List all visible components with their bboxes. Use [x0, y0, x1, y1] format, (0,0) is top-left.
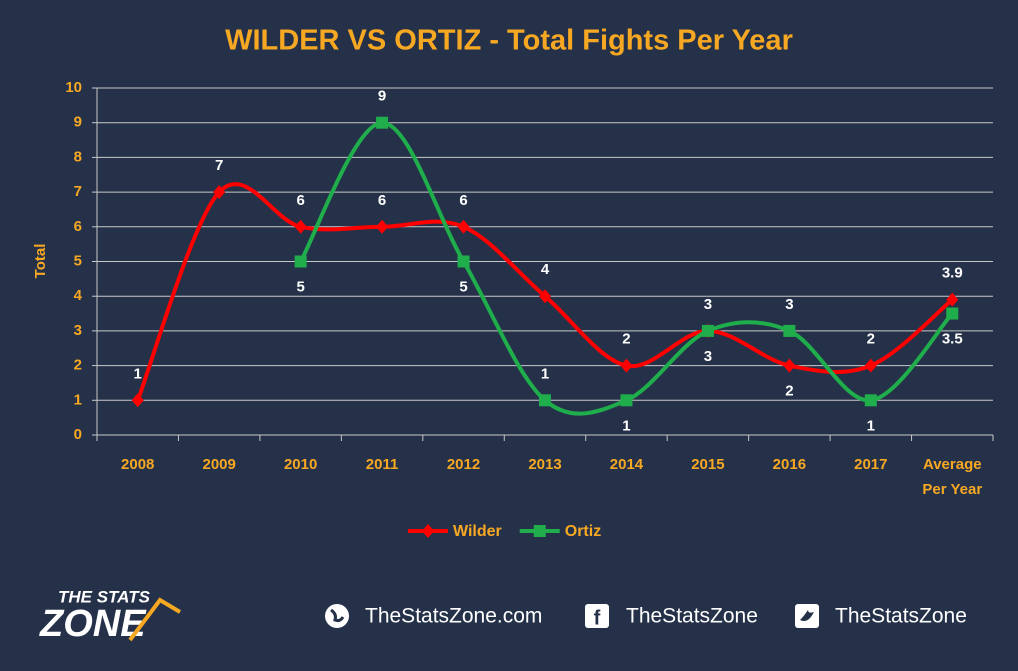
x-tick-label: 2016 — [772, 456, 807, 473]
data-label: 1 — [622, 417, 630, 434]
marker — [131, 393, 144, 408]
x-tick-label: 2014 — [609, 456, 644, 473]
x-tick-label: 2010 — [283, 456, 318, 473]
data-label: 6 — [296, 192, 304, 209]
data-label: 3 — [704, 296, 712, 313]
data-label: 2 — [622, 331, 630, 348]
y-tick-label: 7 — [74, 183, 82, 200]
marker — [539, 289, 551, 304]
marker — [294, 219, 307, 234]
marker — [539, 394, 551, 407]
y-tick-label: 6 — [74, 218, 82, 235]
data-label: 1 — [134, 365, 142, 382]
data-label: 2 — [867, 331, 875, 348]
y-tick-label: 9 — [74, 114, 82, 131]
logo-top: THE STATS — [58, 587, 151, 606]
marker — [457, 219, 470, 234]
data-label: 4 — [541, 261, 550, 278]
x-tick-label: 2015 — [691, 456, 725, 473]
data-label: 3.9 — [942, 265, 963, 282]
y-tick-label: 8 — [74, 148, 82, 165]
x-tick-label: 2008 — [121, 456, 155, 473]
x-tick-label: Average Per Year — [922, 456, 983, 498]
y-tick-label: 10 — [65, 79, 82, 96]
facebook: TheStatsZone — [626, 605, 758, 628]
data-label: 3 — [704, 348, 712, 365]
marker — [946, 292, 959, 307]
data-label: 5 — [296, 278, 304, 295]
y-tick-label: 1 — [74, 391, 82, 408]
data-label: 3.5 — [942, 331, 963, 348]
line — [135, 182, 954, 402]
data-label: 3 — [785, 296, 793, 313]
x-tick-label: 2017 — [854, 456, 888, 473]
marker — [864, 394, 877, 407]
data-label: 7 — [215, 157, 223, 174]
data-label: 5 — [459, 278, 467, 295]
logo-accent — [128, 597, 182, 642]
twitter: TheStatsZone — [835, 605, 967, 628]
legend-label: Ortiz — [565, 523, 601, 540]
marker — [422, 524, 434, 538]
data-label: 2 — [785, 383, 793, 400]
y-axis-title: Total — [32, 244, 49, 279]
series: 1 7 6 6 6 4 2 3 2 2 3.9 — [131, 157, 963, 408]
series: 5 9 5 1 1 3 3 1 3.5 — [294, 88, 963, 434]
marker — [783, 324, 796, 337]
website: TheStatsZone.com — [365, 605, 542, 628]
logo: THE STATS ZONE — [39, 587, 182, 645]
data-label: 6 — [378, 192, 386, 209]
marker — [701, 324, 714, 337]
data-label: 1 — [541, 365, 549, 382]
twitter-glyph — [800, 610, 814, 621]
data-label: 1 — [867, 417, 875, 434]
globe-detail — [330, 608, 345, 623]
globe-icon — [325, 604, 349, 628]
marker — [533, 525, 546, 537]
chart-title: WILDER VS ORTIZ - Total Fights Per Year — [225, 25, 793, 57]
data-label: 6 — [459, 192, 467, 209]
y-tick-label: 3 — [74, 322, 82, 339]
marker — [376, 116, 389, 129]
y-tick-label: 2 — [74, 357, 82, 374]
y-tick-label: 0 — [74, 426, 82, 443]
y-tick-label: 4 — [74, 287, 83, 304]
marker — [620, 358, 633, 373]
marker — [783, 358, 796, 373]
marker — [294, 255, 307, 268]
marker — [457, 255, 470, 268]
data-label: 9 — [378, 88, 386, 105]
marker — [213, 185, 226, 200]
facebook-icon — [585, 604, 609, 628]
x-tick-label: 2009 — [202, 456, 236, 473]
marker — [864, 358, 877, 373]
marker — [946, 307, 959, 320]
facebook-glyph: f — [594, 607, 601, 629]
legend-label: Wilder — [453, 523, 502, 540]
y-tick-label: 5 — [74, 252, 82, 269]
x-tick-label: 2013 — [528, 456, 562, 473]
x-tick-label: 2012 — [446, 456, 481, 473]
marker — [376, 219, 389, 234]
line — [298, 120, 954, 416]
marker — [620, 394, 633, 407]
x-tick-label: 2011 — [365, 456, 399, 473]
